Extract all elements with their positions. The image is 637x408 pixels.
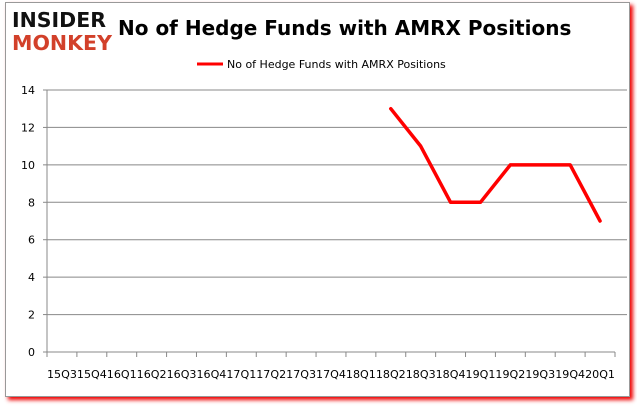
y-tick-label: 4 <box>28 271 35 284</box>
x-tick-label: 17Q3 <box>286 368 316 381</box>
y-tick-label: 6 <box>28 234 35 247</box>
x-tick-label: 18Q3 <box>406 368 436 381</box>
series-line <box>389 106 602 223</box>
svg-text:INSIDER: INSIDER <box>12 8 106 32</box>
x-tick-label: 18Q4 <box>436 368 466 381</box>
chart-frame <box>5 2 630 397</box>
legend-label: No of Hedge Funds with AMRX Positions <box>227 58 446 71</box>
y-tick-label: 8 <box>28 196 35 209</box>
svg-text:MONKEY: MONKEY <box>12 31 113 55</box>
x-tick-label: 19Q3 <box>525 368 555 381</box>
x-tick-label: 18Q2 <box>376 368 406 381</box>
x-tick-label: 19Q1 <box>466 368 496 381</box>
y-tick-label: 10 <box>21 159 35 172</box>
x-tick-label: 19Q4 <box>555 368 585 381</box>
x-tick-label: 16Q2 <box>137 368 167 381</box>
x-tick-label: 20Q1 <box>585 368 615 381</box>
x-tick-label: 17Q2 <box>256 368 286 381</box>
x-tick-label: 16Q3 <box>167 368 197 381</box>
x-tick-label: 16Q1 <box>107 368 137 381</box>
x-tick-label: 18Q1 <box>346 368 376 381</box>
chart-title: No of Hedge Funds with AMRX Positions <box>118 16 571 40</box>
y-tick-label: 2 <box>28 309 35 322</box>
y-tick-label: 0 <box>28 346 35 359</box>
x-tick-label: 15Q3 <box>47 368 77 381</box>
x-tick-label: 17Q4 <box>316 368 346 381</box>
x-tick-label: 15Q4 <box>77 368 107 381</box>
x-tick-label: 17Q1 <box>226 368 256 381</box>
x-tick-label: 19Q2 <box>495 368 525 381</box>
insider-monkey-logo: INSIDER MONKEY <box>12 8 113 55</box>
y-tick-label: 12 <box>21 121 35 134</box>
y-tick-label: 14 <box>21 84 35 97</box>
x-tick-label: 16Q4 <box>196 368 226 381</box>
